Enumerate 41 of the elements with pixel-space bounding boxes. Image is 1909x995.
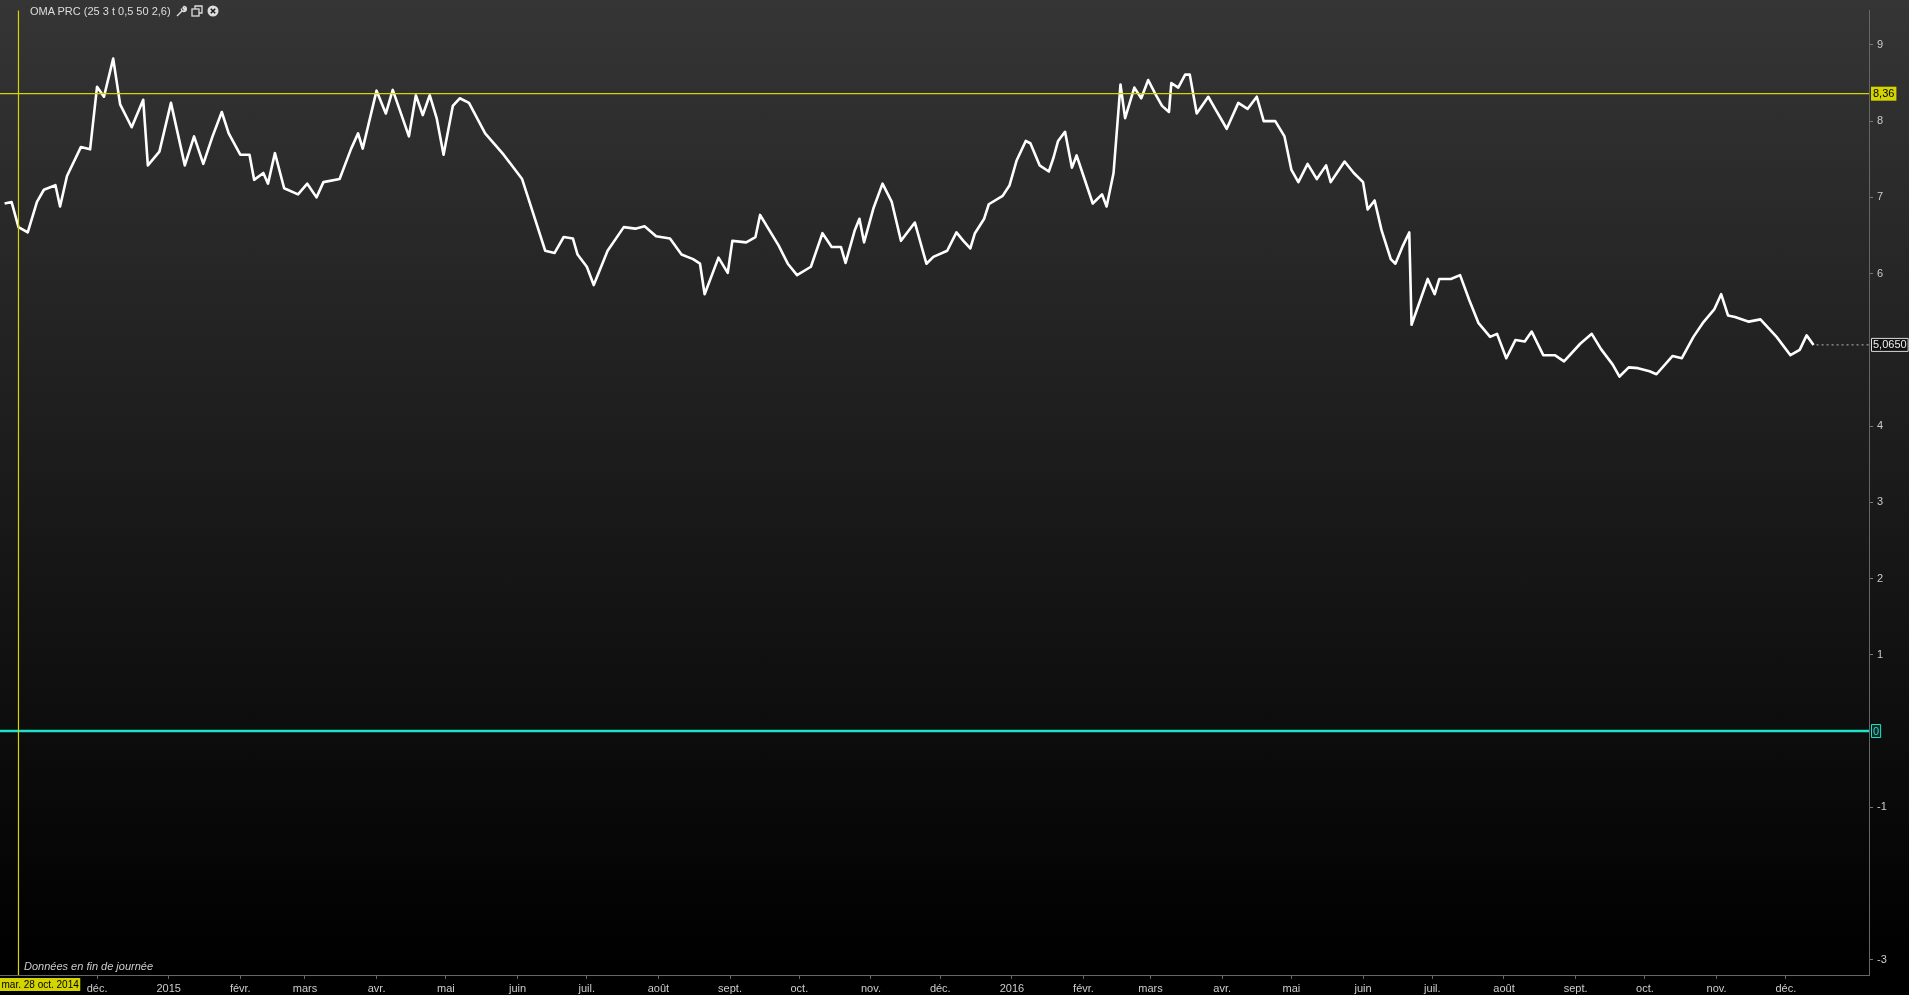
y-tick-label: 3 [1877,495,1884,508]
annotation: Données en fin de journée [24,959,154,972]
y-tick-label: -1 [1877,800,1887,813]
x-tick-label: déc. [86,981,108,994]
x-tick-label: févr. [229,981,251,994]
x-tick-label: juin [1353,981,1372,994]
x-tick-label: déc. [929,981,951,994]
x-tick-label: nov. [860,981,881,994]
y-tick-label: 6 [1877,266,1884,279]
x-tick-label: mars [1138,981,1164,994]
x-tick-label: mai [1282,981,1301,994]
x-tick-label: oct. [790,981,809,994]
y-tick-label: -3 [1877,952,1887,965]
x-tick-label: août [1493,981,1515,994]
ref-line-label: 8,36 [1873,87,1895,100]
x-tick-label: déc. [1775,981,1797,994]
x-tick-label: mars [292,981,318,994]
ref-line-label: mar. 28 oct. 2014 [1,978,80,990]
x-tick-label: août [647,981,670,994]
x-tick-label: avr. [1213,981,1231,994]
x-tick-label: sept. [718,981,742,994]
x-tick-label: févr. [1073,981,1094,994]
x-tick-label: nov. [1706,981,1727,994]
x-tick-label: sept. [1563,981,1588,994]
x-tick-label: juin [507,981,527,994]
y-tick-label: 1 [1877,647,1884,660]
x-tick-label: juil. [577,981,596,994]
y-tick-label: 8 [1877,114,1884,127]
y-tick-label: 2 [1877,571,1884,584]
y-tick-label: 7 [1877,190,1884,203]
y-tick-label: 9 [1877,37,1884,50]
x-tick-label: oct. [1636,981,1654,994]
chart-title: OMA PRC (25 3 t 0,5 50 2,6) [30,5,171,17]
x-tick-label: juil. [1423,981,1441,994]
annotation: 5,0650 [1873,338,1907,351]
ref-line-label: 0 [1873,724,1880,737]
x-tick-label: mai [437,981,455,994]
y-tick-label: 4 [1877,419,1884,432]
x-tick-label: avr. [367,981,386,994]
x-tick-label: 2015 [156,981,181,994]
x-tick-label: 2016 [999,981,1025,994]
